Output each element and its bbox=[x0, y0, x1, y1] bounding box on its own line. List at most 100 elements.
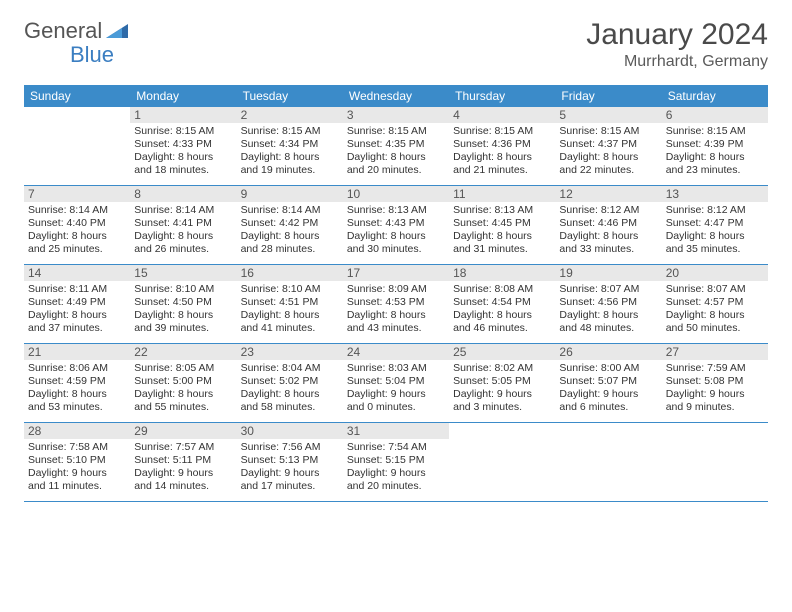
day-sunrise: Sunrise: 8:12 AM bbox=[666, 204, 764, 217]
day-daylight-l1: Daylight: 8 hours bbox=[666, 151, 764, 164]
day-daylight-l1: Daylight: 8 hours bbox=[559, 309, 657, 322]
day-sunset: Sunset: 4:50 PM bbox=[134, 296, 232, 309]
day-daylight-l1: Daylight: 9 hours bbox=[347, 467, 445, 480]
day-daylight-l1: Daylight: 9 hours bbox=[347, 388, 445, 401]
day-daylight-l2: and 26 minutes. bbox=[134, 243, 232, 256]
day-cell bbox=[662, 423, 768, 501]
day-sunrise: Sunrise: 8:14 AM bbox=[28, 204, 126, 217]
day-number: 21 bbox=[24, 344, 130, 360]
day-sunrise: Sunrise: 8:06 AM bbox=[28, 362, 126, 375]
day-number: 6 bbox=[662, 107, 768, 123]
logo-word1: General bbox=[24, 18, 102, 44]
day-sunset: Sunset: 4:35 PM bbox=[347, 138, 445, 151]
day-daylight-l1: Daylight: 8 hours bbox=[666, 309, 764, 322]
header-thursday: Thursday bbox=[449, 85, 555, 107]
day-daylight-l2: and 35 minutes. bbox=[666, 243, 764, 256]
day-sunrise: Sunrise: 8:14 AM bbox=[134, 204, 232, 217]
header-saturday: Saturday bbox=[662, 85, 768, 107]
day-number bbox=[24, 107, 130, 109]
day-daylight-l1: Daylight: 8 hours bbox=[453, 230, 551, 243]
day-daylight-l2: and 6 minutes. bbox=[559, 401, 657, 414]
day-sunrise: Sunrise: 8:09 AM bbox=[347, 283, 445, 296]
day-sunrise: Sunrise: 7:59 AM bbox=[666, 362, 764, 375]
day-sunset: Sunset: 4:45 PM bbox=[453, 217, 551, 230]
day-daylight-l1: Daylight: 8 hours bbox=[559, 230, 657, 243]
header-wednesday: Wednesday bbox=[343, 85, 449, 107]
logo: General bbox=[24, 18, 130, 44]
day-daylight-l2: and 9 minutes. bbox=[666, 401, 764, 414]
day-daylight-l2: and 28 minutes. bbox=[241, 243, 339, 256]
day-sunset: Sunset: 4:40 PM bbox=[28, 217, 126, 230]
day-daylight-l1: Daylight: 8 hours bbox=[134, 230, 232, 243]
day-daylight-l1: Daylight: 8 hours bbox=[666, 230, 764, 243]
day-daylight-l1: Daylight: 8 hours bbox=[559, 151, 657, 164]
day-number: 18 bbox=[449, 265, 555, 281]
day-daylight-l1: Daylight: 8 hours bbox=[134, 388, 232, 401]
day-daylight-l1: Daylight: 8 hours bbox=[134, 151, 232, 164]
day-number: 12 bbox=[555, 186, 661, 202]
day-cell: 6Sunrise: 8:15 AMSunset: 4:39 PMDaylight… bbox=[662, 107, 768, 185]
day-sunrise: Sunrise: 7:54 AM bbox=[347, 441, 445, 454]
day-number: 30 bbox=[237, 423, 343, 439]
day-cell: 21 Sunrise: 8:06 AMSunset: 4:59 PMDayligh… bbox=[24, 344, 130, 422]
day-daylight-l2: and 46 minutes. bbox=[453, 322, 551, 335]
day-daylight-l2: and 39 minutes. bbox=[134, 322, 232, 335]
day-daylight-l2: and 18 minutes. bbox=[134, 164, 232, 177]
day-cell: 29Sunrise: 7:57 AMSunset: 5:11 PMDayligh… bbox=[130, 423, 236, 501]
day-cell: 27Sunrise: 7:59 AMSunset: 5:08 PMDayligh… bbox=[662, 344, 768, 422]
day-number: 26 bbox=[555, 344, 661, 360]
day-number: 2 bbox=[237, 107, 343, 123]
day-sunrise: Sunrise: 8:15 AM bbox=[134, 125, 232, 138]
day-number: 5 bbox=[555, 107, 661, 123]
day-number: 25 bbox=[449, 344, 555, 360]
day-daylight-l1: Daylight: 8 hours bbox=[28, 388, 126, 401]
day-sunrise: Sunrise: 8:12 AM bbox=[559, 204, 657, 217]
day-sunset: Sunset: 5:07 PM bbox=[559, 375, 657, 388]
day-number: 1 bbox=[130, 107, 236, 123]
day-cell: 4Sunrise: 8:15 AMSunset: 4:36 PMDaylight… bbox=[449, 107, 555, 185]
header: General January 2024 Murrhardt, Germany bbox=[24, 18, 768, 71]
day-daylight-l1: Daylight: 9 hours bbox=[28, 467, 126, 480]
day-sunrise: Sunrise: 8:04 AM bbox=[241, 362, 339, 375]
day-daylight-l2: and 0 minutes. bbox=[347, 401, 445, 414]
day-cell: 25Sunrise: 8:02 AMSunset: 5:05 PMDayligh… bbox=[449, 344, 555, 422]
day-sunset: Sunset: 5:10 PM bbox=[28, 454, 126, 467]
day-daylight-l2: and 17 minutes. bbox=[241, 480, 339, 493]
day-cell: 17Sunrise: 8:09 AMSunset: 4:53 PMDayligh… bbox=[343, 265, 449, 343]
day-daylight-l1: Daylight: 8 hours bbox=[28, 230, 126, 243]
day-cell: 18Sunrise: 8:08 AMSunset: 4:54 PMDayligh… bbox=[449, 265, 555, 343]
day-sunrise: Sunrise: 8:07 AM bbox=[559, 283, 657, 296]
day-sunset: Sunset: 4:56 PM bbox=[559, 296, 657, 309]
day-number: 11 bbox=[449, 186, 555, 202]
day-sunrise: Sunrise: 8:14 AM bbox=[241, 204, 339, 217]
day-sunset: Sunset: 4:59 PM bbox=[28, 375, 126, 388]
day-number: 13 bbox=[662, 186, 768, 202]
day-sunset: Sunset: 4:47 PM bbox=[666, 217, 764, 230]
day-daylight-l1: Daylight: 9 hours bbox=[241, 467, 339, 480]
day-number bbox=[555, 423, 661, 425]
day-daylight-l2: and 43 minutes. bbox=[347, 322, 445, 335]
day-daylight-l2: and 23 minutes. bbox=[666, 164, 764, 177]
day-daylight-l1: Daylight: 9 hours bbox=[559, 388, 657, 401]
day-sunrise: Sunrise: 8:00 AM bbox=[559, 362, 657, 375]
day-sunset: Sunset: 4:41 PM bbox=[134, 217, 232, 230]
day-daylight-l2: and 14 minutes. bbox=[134, 480, 232, 493]
day-number: 24 bbox=[343, 344, 449, 360]
day-daylight-l1: Daylight: 9 hours bbox=[134, 467, 232, 480]
day-cell bbox=[555, 423, 661, 501]
day-daylight-l1: Daylight: 8 hours bbox=[28, 309, 126, 322]
page-subtitle: Murrhardt, Germany bbox=[586, 53, 768, 71]
week-row: 1Sunrise: 8:15 AMSunset: 4:33 PMDaylight… bbox=[24, 107, 768, 186]
day-cell: 3Sunrise: 8:15 AMSunset: 4:35 PMDaylight… bbox=[343, 107, 449, 185]
day-daylight-l1: Daylight: 8 hours bbox=[241, 309, 339, 322]
day-sunset: Sunset: 5:15 PM bbox=[347, 454, 445, 467]
day-sunset: Sunset: 5:11 PM bbox=[134, 454, 232, 467]
logo-word2-wrap: Blue bbox=[24, 42, 114, 68]
day-sunset: Sunset: 4:36 PM bbox=[453, 138, 551, 151]
day-number: 28 bbox=[24, 423, 130, 439]
day-daylight-l2: and 58 minutes. bbox=[241, 401, 339, 414]
day-number: 8 bbox=[130, 186, 236, 202]
day-sunrise: Sunrise: 8:15 AM bbox=[666, 125, 764, 138]
logo-word2: Blue bbox=[70, 42, 114, 67]
day-sunrise: Sunrise: 8:03 AM bbox=[347, 362, 445, 375]
